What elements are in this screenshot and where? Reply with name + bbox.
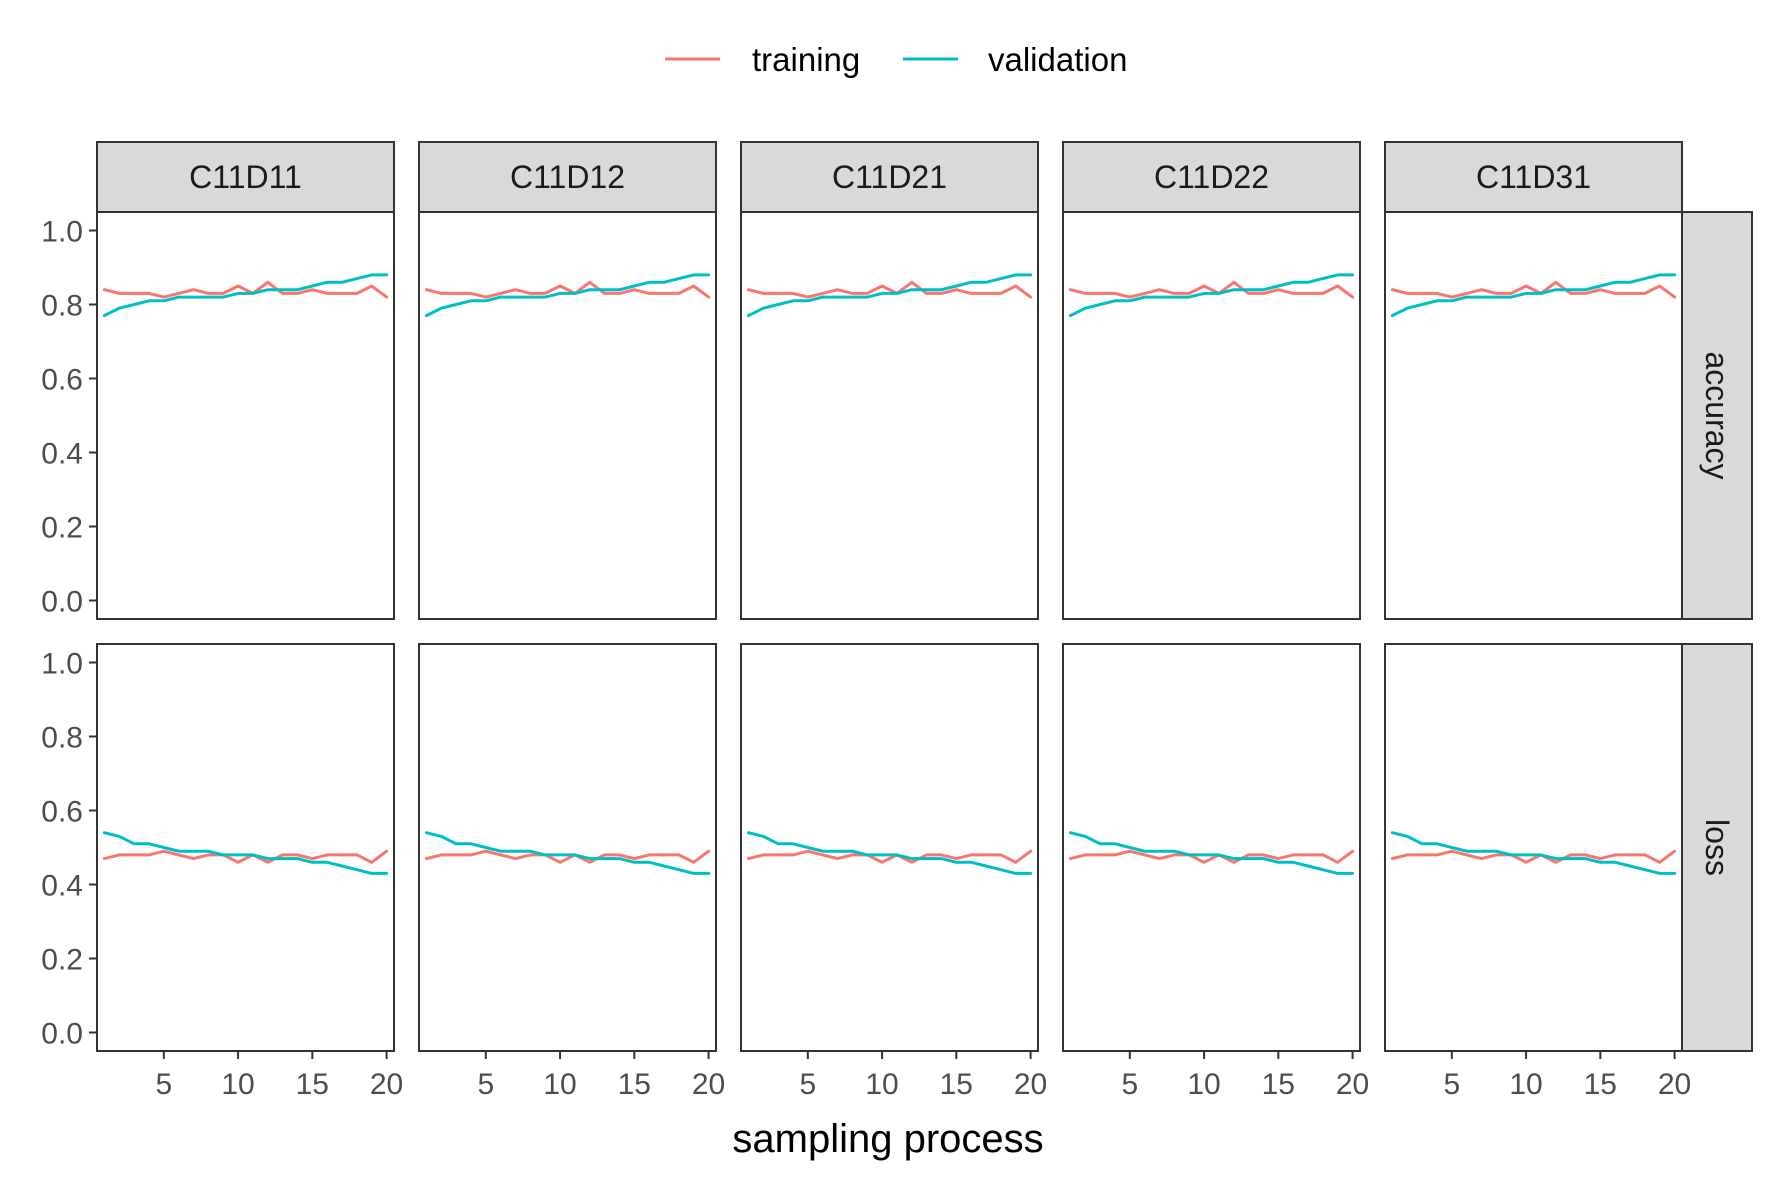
- y-tick-label: 0.0: [41, 586, 83, 619]
- column-strip-label: C11D11: [189, 159, 302, 195]
- panel-frame: [418, 211, 717, 620]
- x-axis-title: sampling process: [732, 1117, 1043, 1161]
- legend: training validation: [665, 41, 1127, 78]
- series-line-validation: [746, 831, 1033, 875]
- x-tick-label: 10: [543, 1068, 576, 1101]
- facet-panel-loss-c11d11: 0.0 0.2 0.4 0.6 0.8 1.0 5 10 15 20: [41, 643, 403, 1101]
- series-line-training: [1068, 280, 1355, 299]
- column-strip: [1062, 141, 1361, 213]
- x-tick-label: 15: [940, 1068, 973, 1101]
- y-tick-label: 0.4: [41, 438, 83, 471]
- facet-panel-loss-c11d22: 5 10 15 20: [1062, 643, 1369, 1101]
- series-line-training: [1390, 280, 1677, 299]
- x-tick-label: 20: [370, 1068, 403, 1101]
- x-tick-label: 5: [799, 1068, 816, 1101]
- panel-frame: [740, 211, 1039, 620]
- series-line-validation: [424, 273, 711, 318]
- row-strip-loss: loss: [1681, 643, 1753, 1052]
- row-strip-accuracy: accuracy: [1681, 211, 1753, 620]
- series-line-validation: [1390, 831, 1677, 875]
- panel-frame: [418, 643, 717, 1052]
- x-tick-label: 5: [1443, 1068, 1460, 1101]
- row-strip: [1681, 643, 1753, 1052]
- series-line-validation: [746, 273, 1033, 318]
- y-tick-label: 0.4: [41, 870, 83, 903]
- column-strip-label: C11D22: [1154, 159, 1269, 195]
- facet-panel-loss-c11d31: 5 10 15 20: [1384, 643, 1691, 1101]
- x-tick-label: 20: [1014, 1068, 1047, 1101]
- y-tick-label: 1.0: [41, 648, 83, 681]
- series-line-training: [746, 280, 1033, 299]
- facet-grid: C11D11 0.0 0.2 0.4 0.6 0.8 1.0 C11D12 C11D21 C11D…: [41, 141, 1753, 1101]
- x-tick-label: 10: [221, 1068, 254, 1101]
- row-strip-label: loss: [1699, 819, 1735, 876]
- facet-panel-accuracy-c11d12: C11D12: [418, 141, 717, 620]
- column-strip: [418, 141, 717, 213]
- x-tick-label: 10: [1187, 1068, 1220, 1101]
- legend-label-validation: validation: [988, 41, 1127, 78]
- series-line-training: [1390, 849, 1677, 864]
- x-tick-label: 5: [155, 1068, 172, 1101]
- facet-panel-accuracy-c11d11: C11D11 0.0 0.2 0.4 0.6 0.8 1.0: [41, 141, 395, 620]
- legend-label-training: training: [752, 41, 860, 78]
- facet-panel-loss-c11d21: 5 10 15 20: [740, 643, 1047, 1101]
- series-line-training: [1068, 849, 1355, 864]
- panel-frame: [1062, 211, 1361, 620]
- column-strip-label: C11D12: [510, 159, 625, 195]
- series-line-validation: [1068, 273, 1355, 318]
- x-tick-label: 5: [477, 1068, 494, 1101]
- x-tick-label: 20: [692, 1068, 725, 1101]
- row-strip: [1681, 211, 1753, 620]
- x-tick-label: 15: [296, 1068, 329, 1101]
- column-strip-label: C11D31: [1476, 159, 1591, 195]
- panel-frame: [96, 643, 395, 1052]
- series-line-validation: [102, 831, 389, 875]
- panel-frame: [740, 643, 1039, 1052]
- x-tick-label: 15: [1262, 1068, 1295, 1101]
- facet-panel-accuracy-c11d22: C11D22: [1062, 141, 1361, 620]
- facet-panel-accuracy-c11d31: C11D31: [1384, 141, 1683, 620]
- facet-panel-loss-c11d12: 5 10 15 20: [418, 643, 725, 1101]
- series-line-training: [424, 849, 711, 864]
- y-tick-label: 0.2: [41, 512, 83, 545]
- y-tick-label: 0.8: [41, 722, 83, 755]
- panel-frame: [96, 211, 395, 620]
- series-line-validation: [102, 273, 389, 318]
- series-line-validation: [424, 831, 711, 875]
- column-strip-label: C11D21: [832, 159, 947, 195]
- panel-frame: [1384, 643, 1683, 1052]
- column-strip: [740, 141, 1039, 213]
- x-tick-label: 5: [1121, 1068, 1138, 1101]
- x-tick-label: 20: [1658, 1068, 1691, 1101]
- series-line-training: [102, 280, 389, 299]
- row-strip-label: accuracy: [1699, 351, 1735, 479]
- y-tick-label: 0.8: [41, 290, 83, 323]
- x-tick-label: 15: [1584, 1068, 1617, 1101]
- facet-panel-accuracy-c11d21: C11D21: [740, 141, 1039, 620]
- y-tick-label: 0.6: [41, 364, 83, 397]
- series-line-training: [102, 849, 389, 864]
- x-tick-label: 15: [618, 1068, 651, 1101]
- panel-frame: [1062, 643, 1361, 1052]
- x-tick-label: 10: [1509, 1068, 1542, 1101]
- series-line-training: [424, 280, 711, 299]
- panel-frame: [1384, 211, 1683, 620]
- series-line-validation: [1068, 831, 1355, 875]
- x-tick-label: 10: [865, 1068, 898, 1101]
- column-strip: [1384, 141, 1683, 213]
- column-strip: [96, 141, 395, 213]
- y-tick-label: 0.6: [41, 796, 83, 829]
- x-tick-label: 20: [1336, 1068, 1369, 1101]
- series-line-validation: [1390, 273, 1677, 318]
- y-tick-label: 1.0: [41, 216, 83, 249]
- y-tick-label: 0.0: [41, 1018, 83, 1051]
- series-line-training: [746, 849, 1033, 864]
- y-tick-label: 0.2: [41, 944, 83, 977]
